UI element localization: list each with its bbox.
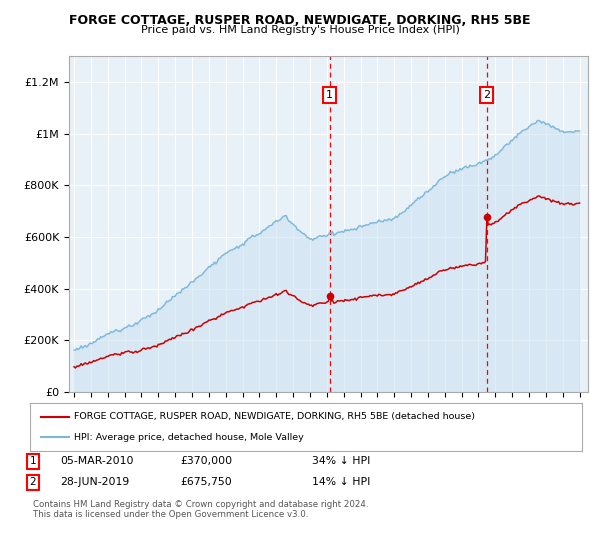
Text: 05-MAR-2010: 05-MAR-2010 [60, 456, 133, 466]
Text: £370,000: £370,000 [180, 456, 232, 466]
Text: 1: 1 [29, 456, 37, 466]
Text: 34% ↓ HPI: 34% ↓ HPI [312, 456, 370, 466]
Text: 1: 1 [326, 90, 333, 100]
Text: Contains HM Land Registry data © Crown copyright and database right 2024.
This d: Contains HM Land Registry data © Crown c… [33, 500, 368, 519]
Text: 14% ↓ HPI: 14% ↓ HPI [312, 477, 370, 487]
Text: 2: 2 [29, 477, 37, 487]
Text: Price paid vs. HM Land Registry's House Price Index (HPI): Price paid vs. HM Land Registry's House … [140, 25, 460, 35]
Text: 2: 2 [483, 90, 490, 100]
Text: HPI: Average price, detached house, Mole Valley: HPI: Average price, detached house, Mole… [74, 433, 304, 442]
Text: FORGE COTTAGE, RUSPER ROAD, NEWDIGATE, DORKING, RH5 5BE (detached house): FORGE COTTAGE, RUSPER ROAD, NEWDIGATE, D… [74, 412, 475, 421]
Text: FORGE COTTAGE, RUSPER ROAD, NEWDIGATE, DORKING, RH5 5BE: FORGE COTTAGE, RUSPER ROAD, NEWDIGATE, D… [69, 14, 531, 27]
Text: £675,750: £675,750 [180, 477, 232, 487]
Text: 28-JUN-2019: 28-JUN-2019 [60, 477, 129, 487]
